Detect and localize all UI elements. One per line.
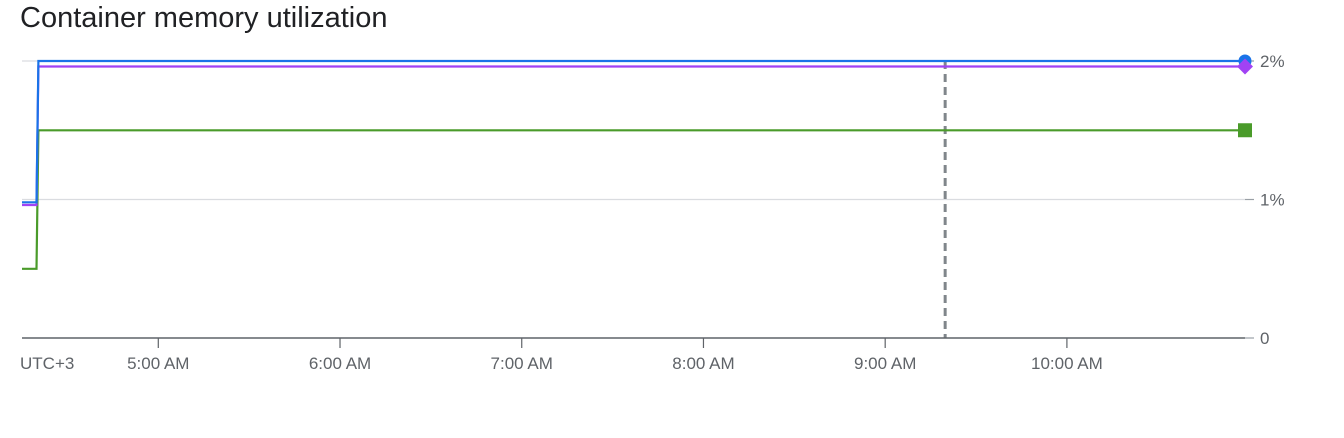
chart-title: Container memory utilization	[20, 2, 388, 34]
x-tick-label: 9:00 AM	[854, 354, 916, 373]
series-line	[22, 65, 1245, 207]
x-tick-label: 10:00 AM	[1031, 354, 1103, 373]
x-tick-label: 6:00 AM	[309, 354, 371, 373]
timezone-label: UTC+3	[20, 354, 74, 373]
x-tick-label: 7:00 AM	[491, 354, 553, 373]
y-tick-label: 0	[1260, 329, 1269, 348]
x-tick-label: 8:00 AM	[672, 354, 734, 373]
series-end-marker-square	[1238, 123, 1252, 138]
series-markers	[1237, 54, 1253, 138]
series-end-marker-diamond	[1237, 58, 1253, 75]
series-lines	[22, 59, 1245, 270]
y-tick-label: 1%	[1260, 191, 1285, 210]
grid-lines	[22, 60, 1245, 338]
y-tick-label: 2%	[1260, 52, 1285, 71]
x-tick-label: 5:00 AM	[127, 354, 189, 373]
series-line	[22, 59, 1245, 204]
axes: 0 1% 2% 5:00 AM 6:00 AM 7:00 AM 8:00 AM 9:00 AM…	[20, 52, 1285, 373]
